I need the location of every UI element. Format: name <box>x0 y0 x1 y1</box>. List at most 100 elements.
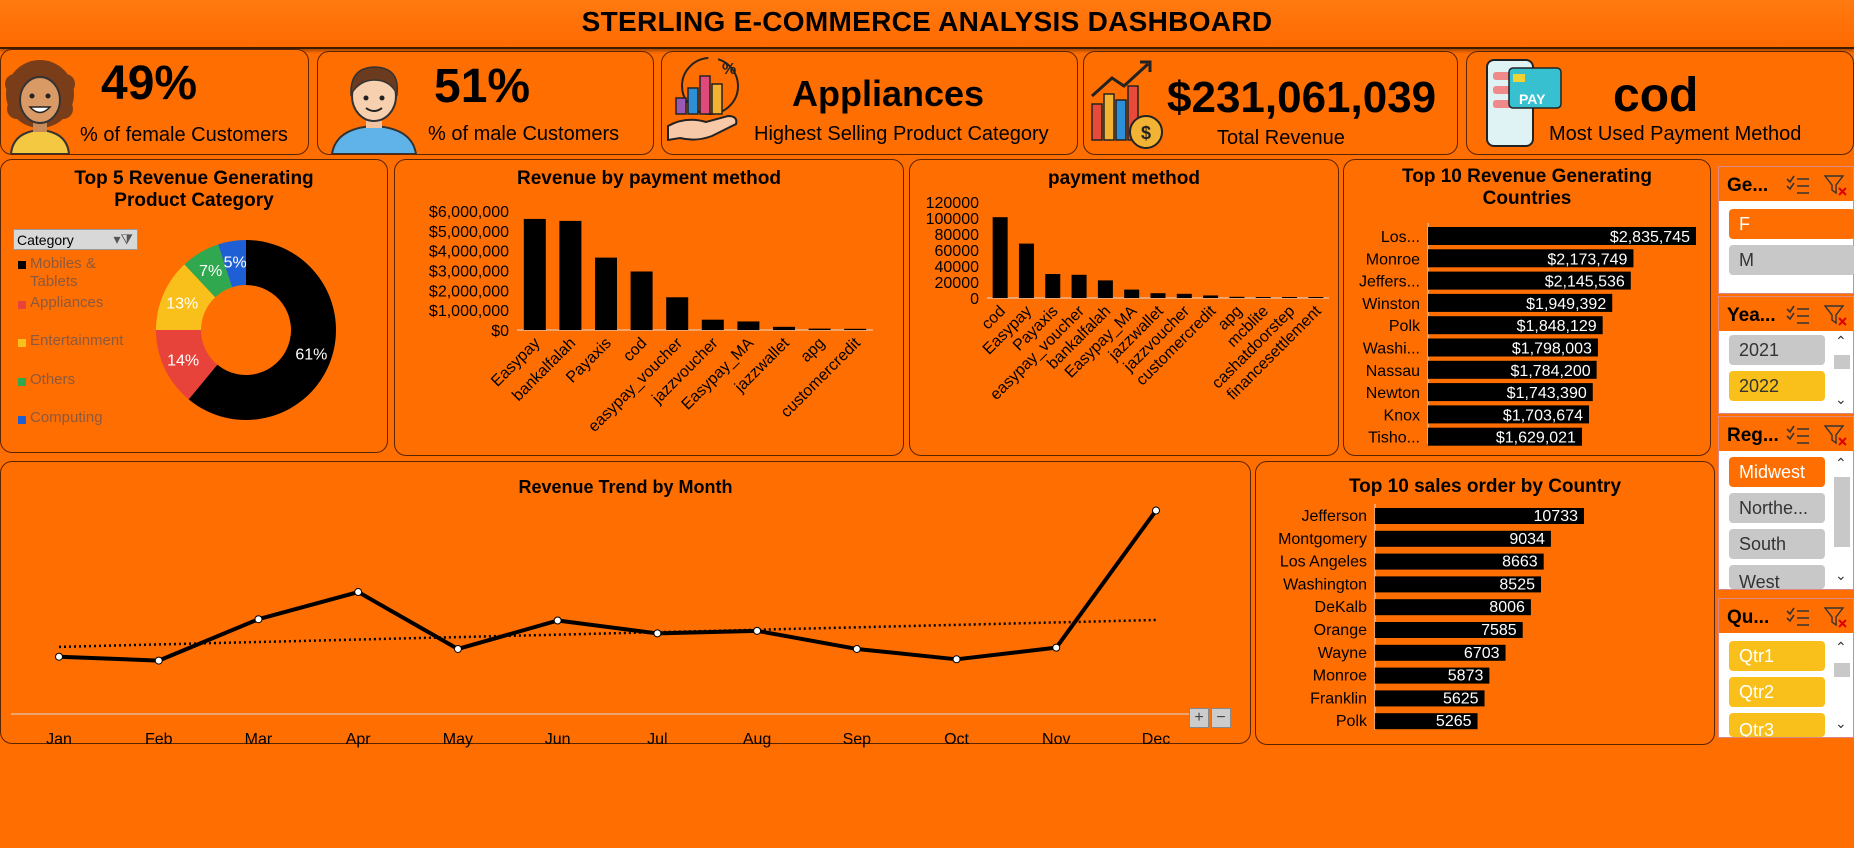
scroll-down-icon[interactable]: ⌄ <box>1835 567 1847 583</box>
quarter-slicer: Qu... Qtr1 Qtr2 Qtr3 ⌃ ⌄ <box>1718 598 1854 738</box>
female-percent-label: % of female Customers <box>80 124 288 146</box>
bar <box>737 321 760 330</box>
scroll-thumb[interactable] <box>1834 477 1850 547</box>
y-tick-label: $5,000,000 <box>429 224 509 241</box>
donut-slice-label: 14% <box>167 353 199 370</box>
scroll-thumb[interactable] <box>1834 355 1850 369</box>
legend-label-others: Others <box>30 371 76 388</box>
legend-label-mobiles: Mobiles & <box>30 255 96 272</box>
svg-text:$: $ <box>1141 123 1151 143</box>
bar <box>808 328 831 330</box>
gender-slicer: Ge... F M <box>1718 166 1854 294</box>
y-tick-label: $0 <box>491 323 509 340</box>
region-slicer-scrollbar[interactable]: ⌃ ⌄ <box>1831 455 1853 589</box>
category-label: Jeffers... <box>1359 274 1420 291</box>
quarter-slicer-scrollbar[interactable]: ⌃ ⌄ <box>1831 639 1853 737</box>
bar <box>1428 227 1696 245</box>
bar-value-label: $1,703,674 <box>1503 407 1583 424</box>
category-label: Franklin <box>1310 690 1367 707</box>
bar <box>1375 599 1531 616</box>
bar-value-label: 8525 <box>1499 576 1535 593</box>
bar-value-label: 5265 <box>1436 713 1472 730</box>
bar-value-label: 8663 <box>1502 554 1538 571</box>
bar <box>1375 530 1551 547</box>
category-label: Los Angeles <box>1280 554 1367 571</box>
bar-value-label: $1,949,392 <box>1526 296 1606 313</box>
bar <box>523 218 546 330</box>
donut-slice-label: 7% <box>199 263 222 280</box>
clear-filter-icon[interactable] <box>1823 423 1849 447</box>
slicer-item-qtr2[interactable]: Qtr2 <box>1729 677 1825 707</box>
clear-filter-icon[interactable] <box>1823 173 1849 197</box>
x-tick-label: apg <box>798 335 829 366</box>
total-revenue-value: $231,061,039 <box>1167 73 1437 122</box>
slicer-item-west[interactable]: West <box>1729 565 1825 589</box>
bar <box>1203 295 1219 298</box>
dashboard-title-bar: STERLING E-COMMERCE ANALYSIS DASHBOARD <box>0 0 1854 49</box>
bar <box>1375 644 1506 661</box>
clear-filter-icon[interactable] <box>1823 303 1849 327</box>
man-avatar-icon <box>330 66 418 154</box>
bar-value-label: 5873 <box>1448 668 1484 685</box>
slicer-item-female[interactable]: F <box>1729 209 1854 239</box>
donut-slice <box>156 264 216 330</box>
scroll-up-icon[interactable]: ⌃ <box>1835 333 1847 349</box>
bar-value-label: $2,835,745 <box>1610 229 1690 246</box>
multi-select-icon[interactable] <box>1785 173 1811 197</box>
data-point <box>354 588 363 597</box>
scroll-up-icon[interactable]: ⌃ <box>1835 639 1847 655</box>
multi-select-icon[interactable] <box>1785 605 1811 629</box>
category-label: Montgomery <box>1278 531 1367 548</box>
slicer-item-2021[interactable]: 2021 <box>1729 335 1825 365</box>
bar-value-label: $1,629,021 <box>1496 430 1576 447</box>
scroll-thumb[interactable] <box>1834 663 1850 677</box>
data-point <box>453 644 462 653</box>
scroll-up-icon[interactable]: ⌃ <box>1835 455 1847 471</box>
bar <box>1255 297 1271 298</box>
scroll-down-icon[interactable]: ⌄ <box>1835 391 1847 407</box>
slicer-item-midwest[interactable]: Midwest <box>1729 457 1825 487</box>
bar <box>773 326 795 330</box>
y-tick-label: $1,000,000 <box>429 303 509 320</box>
bar-value-label: $1,848,129 <box>1517 318 1597 335</box>
slicer-item-male[interactable]: M <box>1729 245 1854 275</box>
clear-filter-icon[interactable] <box>1823 605 1849 629</box>
bar <box>1375 667 1490 684</box>
month-label: Jan <box>46 731 72 748</box>
payment-method-label: Most Used Payment Method <box>1549 123 1802 145</box>
scroll-down-icon[interactable]: ⌄ <box>1835 715 1847 731</box>
multi-select-icon[interactable] <box>1785 423 1811 447</box>
month-label: Mar <box>245 731 273 748</box>
pay-revenue-panel: Revenue by payment method $0 $1,000,000 $2… <box>394 159 904 456</box>
bar <box>1045 274 1061 298</box>
hand-chart-icon: % <box>667 57 739 142</box>
bar <box>666 297 689 330</box>
bar <box>701 319 724 330</box>
filter-funnel-icon: ▾⧩ <box>113 231 133 247</box>
year-slicer-scrollbar[interactable]: ⌃ ⌄ <box>1831 333 1853 413</box>
legend-label-computing: Computing <box>30 409 103 426</box>
data-point <box>55 652 63 661</box>
slicer-item-qtr3[interactable]: Qtr3 <box>1729 713 1825 737</box>
slicer-item-qtr1[interactable]: Qtr1 <box>1729 641 1825 671</box>
bar-value-label: 8006 <box>1489 599 1525 616</box>
zoom-out-button[interactable]: − <box>1211 708 1231 728</box>
category-label: Monroe <box>1313 668 1367 685</box>
gender-slicer-title: Ge... <box>1727 175 1769 196</box>
category-label: Monroe <box>1366 251 1420 268</box>
bar <box>1428 360 1597 379</box>
donut-title-line2: Product Category <box>114 190 274 211</box>
slicer-item-northeast[interactable]: Northe... <box>1729 493 1825 523</box>
bar <box>1071 274 1087 298</box>
bar <box>1282 297 1298 298</box>
category-filter-button[interactable]: Category ▾⧩ <box>13 229 138 250</box>
bar <box>595 257 617 330</box>
slicer-item-south[interactable]: South <box>1729 529 1825 559</box>
year-slicer: Yea... 2021 2022 ⌃ ⌄ <box>1718 296 1854 414</box>
bar-value-label: $2,173,749 <box>1547 251 1627 268</box>
multi-select-icon[interactable] <box>1785 303 1811 327</box>
top-category-label: Highest Selling Product Category <box>754 123 1049 145</box>
zoom-in-button[interactable]: + <box>1189 708 1209 728</box>
month-label: Feb <box>145 731 173 748</box>
slicer-item-2022[interactable]: 2022 <box>1729 371 1825 401</box>
